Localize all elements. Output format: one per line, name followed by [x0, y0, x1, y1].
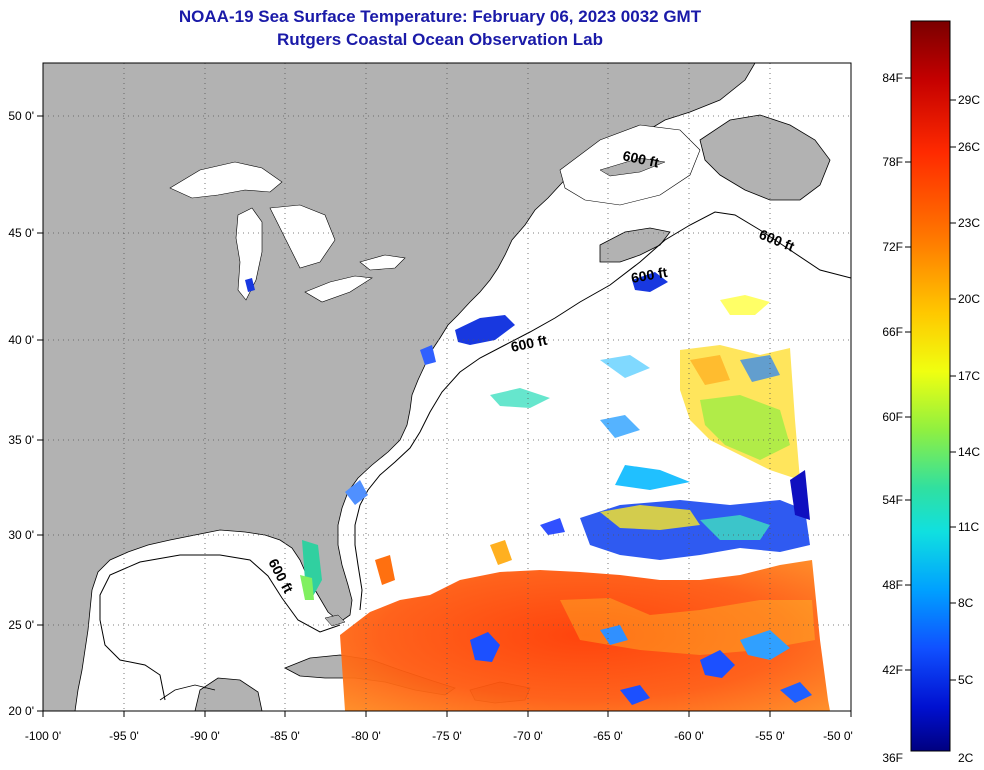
x-axis-labels: -100 0' -95 0' -90 0' -85 0' -80 0' -75 …: [25, 729, 853, 743]
y-axis-labels: 50 0' 45 0' 40 0' 35 0' 30 0' 25 0' 20 0…: [8, 109, 34, 718]
colorbar-c-label: 14C: [958, 445, 980, 459]
anticosti-island: [599, 157, 666, 177]
x-tick-label: -55 0': [755, 729, 785, 743]
y-tick-label: 20 0': [8, 704, 34, 718]
x-tick-label: -90 0': [190, 729, 220, 743]
map-title: NOAA-19 Sea Surface Temperature: Februar…: [178, 7, 702, 26]
colorbar-f-label: 84F: [882, 71, 903, 85]
depth-label-600ft: 600 ft: [621, 147, 660, 170]
colorbar-c-label: 2C: [958, 751, 974, 765]
colorbar-c-label: 5C: [958, 673, 974, 687]
x-tick-label: -80 0': [351, 729, 381, 743]
colorbar-f-label: 60F: [882, 410, 903, 424]
colorbar-c-label: 17C: [958, 369, 980, 383]
y-tick-label: 40 0': [8, 333, 34, 347]
colorbar-scale: [910, 20, 951, 752]
colorbar: 84F 78F 72F 66F 60F 54F 48F 42F 36F 29C …: [882, 20, 980, 765]
x-tick-label: -50 0': [823, 729, 853, 743]
florida-keys-land: [324, 614, 346, 627]
y-tick-label: 25 0': [8, 618, 34, 632]
axis-ticks: [37, 115, 852, 717]
sst-swath-south: [340, 560, 830, 711]
colorbar-c-label: 26C: [958, 140, 980, 154]
y-tick-label: 45 0': [8, 226, 34, 240]
colorbar-f-label: 72F: [882, 240, 903, 254]
x-tick-label: -65 0': [593, 729, 623, 743]
colorbar-f-label: 36F: [882, 751, 903, 765]
colorbar-f-label: 78F: [882, 155, 903, 169]
colorbar-c-label: 8C: [958, 596, 974, 610]
x-tick-label: -75 0': [432, 729, 462, 743]
colorbar-f-ticks: [905, 77, 956, 681]
isobath-600ft-gulf: [99, 554, 341, 701]
newfoundland-land: [699, 114, 831, 201]
isobath-600ft-atlantic: [354, 211, 851, 611]
x-tick-label: -70 0': [513, 729, 543, 743]
colorbar-c-label: 29C: [958, 93, 980, 107]
graticule: [43, 63, 851, 711]
lake-superior: [169, 161, 283, 199]
y-tick-label: 30 0': [8, 528, 34, 542]
y-tick-label: 35 0': [8, 433, 34, 447]
colorbar-f-label: 54F: [882, 493, 903, 507]
colorbar-f-label: 66F: [882, 325, 903, 339]
y-tick-label: 50 0': [8, 109, 34, 123]
lake-erie: [304, 275, 373, 303]
x-tick-label: -95 0': [109, 729, 139, 743]
depth-label-600ft: 600 ft: [509, 332, 548, 355]
colorbar-c-label: 11C: [958, 520, 979, 534]
depth-label-600ft: 600 ft: [630, 264, 669, 286]
lake-huron: [269, 204, 336, 269]
sst-coastal-patches: [245, 272, 668, 600]
x-tick-label: -60 0': [674, 729, 704, 743]
gulf-inner-shelf: [159, 684, 216, 701]
colorbar-f-label: 48F: [882, 578, 903, 592]
colorbar-c-label: 20C: [958, 292, 980, 306]
map-subtitle: Rutgers Coastal Ocean Observation Lab: [277, 30, 603, 49]
colorbar-c-label: 23C: [958, 216, 980, 230]
colorbar-f-label: 42F: [882, 663, 903, 677]
x-tick-label: -85 0': [270, 729, 300, 743]
x-tick-label: -100 0': [25, 729, 61, 743]
north-america-land: [43, 63, 756, 711]
yucatan-land: [194, 677, 263, 711]
lake-ontario: [359, 254, 406, 271]
